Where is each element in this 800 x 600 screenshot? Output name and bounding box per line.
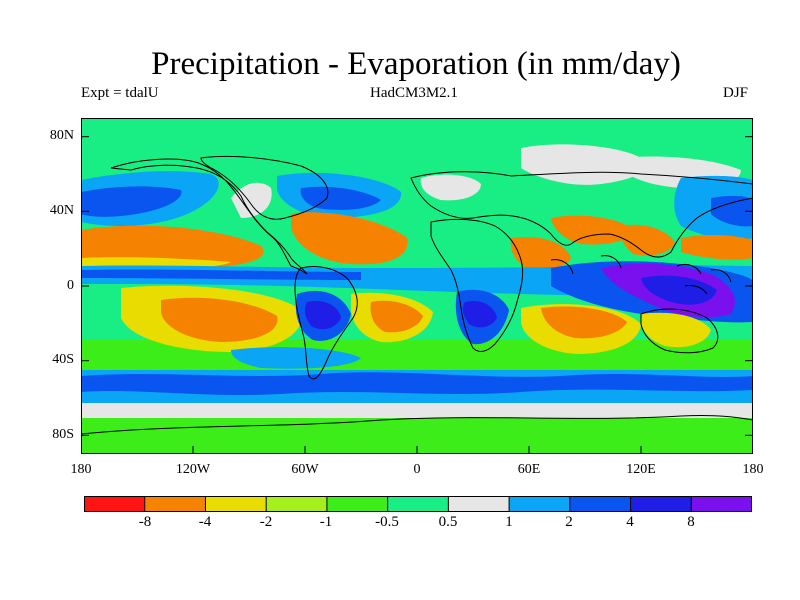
- field-natlantic-orange: [291, 212, 408, 265]
- colorbar-label: -0.5: [375, 514, 399, 530]
- colorbar-cell: [84, 496, 146, 512]
- field-arabia-orange: [551, 215, 633, 245]
- colorbar-label: 0.5: [438, 514, 458, 530]
- field-samerica-purple: [304, 300, 341, 330]
- colorbar-cell: [144, 496, 207, 512]
- field-arctic-grey: [521, 144, 646, 185]
- colorbar-cell: [690, 496, 752, 512]
- lon-label-120w: 120W: [175, 462, 211, 477]
- field-itcz-blue: [81, 269, 361, 280]
- season-label: DJF: [723, 85, 749, 101]
- field-africa-orange: [510, 236, 571, 269]
- field-africa-purple: [462, 300, 497, 328]
- lon-label-180w: 180: [70, 462, 92, 477]
- lon-label-60w: 60W: [291, 462, 319, 477]
- precip-evap-map: [81, 118, 753, 454]
- colorbar-label: 8: [687, 514, 695, 530]
- field-satlantic-orange: [370, 300, 423, 333]
- field-so-blue: [81, 372, 753, 395]
- field-maritime-indigo: [641, 275, 717, 305]
- field-wpacific-blue: [711, 195, 753, 227]
- colorbar-cell: [508, 496, 571, 512]
- colorbar-label: -4: [198, 514, 212, 530]
- lat-label-40s: 40S: [52, 352, 74, 367]
- lon-tick-marks: [81, 446, 753, 454]
- colorbar-cell: [204, 496, 268, 512]
- map-title: Precipitation - Evaporation (in mm/day): [151, 46, 681, 82]
- field-europe-grey: [420, 174, 481, 201]
- lat-label-40n: 40N: [49, 203, 74, 218]
- lon-label-60e: 60E: [517, 462, 541, 477]
- colorbar-label: 4: [626, 514, 634, 530]
- lon-label-180e: 180: [742, 462, 764, 477]
- field-wpacific-orange: [681, 234, 753, 260]
- colorbar-cell: [630, 496, 693, 512]
- colorbar-cell: [569, 496, 632, 512]
- field-sindian-orange: [541, 306, 627, 339]
- field-spacific-orange2: [161, 297, 278, 342]
- experiment-label: Expt = tdalU: [81, 85, 159, 101]
- colorbar-cell: [326, 496, 389, 512]
- lat-label-80n: 80N: [49, 128, 74, 143]
- colorbar-cell: [447, 496, 511, 512]
- field-australia-yellow: [640, 312, 711, 348]
- lon-label-0: 0: [413, 462, 421, 477]
- map-canvas: [81, 118, 753, 454]
- colorbar-label: 2: [565, 514, 573, 530]
- model-label: HadCM3M2.1: [370, 85, 458, 101]
- colorbar-label: 1: [505, 514, 513, 530]
- field-natlantic-blue: [300, 186, 381, 210]
- colorbar-cell: [387, 496, 450, 512]
- colorbar-label: -1: [319, 514, 333, 530]
- coastlines: [81, 155, 753, 435]
- colorbar-label: -8: [138, 514, 152, 530]
- lat-label-80s: 80S: [52, 427, 74, 442]
- field-npacific-blue: [81, 186, 182, 217]
- colorbar-label: -2: [259, 514, 273, 530]
- field-south-blue-patches: [231, 347, 361, 369]
- lat-tick-marks: [81, 136, 753, 436]
- colorbar: [84, 496, 752, 512]
- colorbar-cell: [265, 496, 328, 512]
- field-india-orange: [620, 224, 675, 256]
- lon-label-120e: 120E: [626, 462, 656, 477]
- field-so-grey: [81, 403, 753, 419]
- lat-label-0: 0: [67, 278, 74, 293]
